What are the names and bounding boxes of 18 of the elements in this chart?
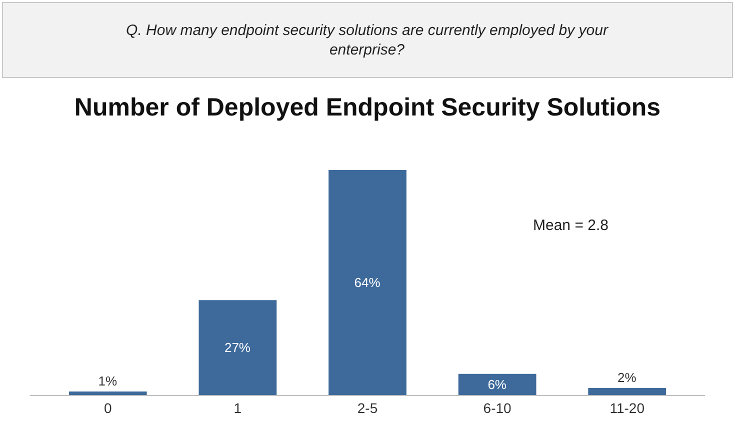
data-label: 6% [488,376,507,392]
bar [458,374,536,395]
bar [328,170,406,395]
x-tick-label: 0 [104,400,112,416]
bar [68,391,147,395]
x-tick-label: 2-5 [357,400,378,416]
x-tick-label: 6-10 [483,400,512,416]
x-tick-label: 1 [234,400,242,416]
chart-title: Number of Deployed Endpoint Security Solutions [74,94,661,122]
x-tick-label: 11-20 [610,400,645,416]
annotation: Mean = 2.8 [533,217,608,234]
bar [588,388,666,395]
data-label: 1% [98,373,118,388]
data-label: 2% [618,370,637,385]
data-label: 64% [354,275,381,290]
data-label: 27% [224,340,251,356]
text: Q. How many endpoint security solutions are currently employed by your enterprise? [126,22,609,58]
bar [198,300,277,395]
